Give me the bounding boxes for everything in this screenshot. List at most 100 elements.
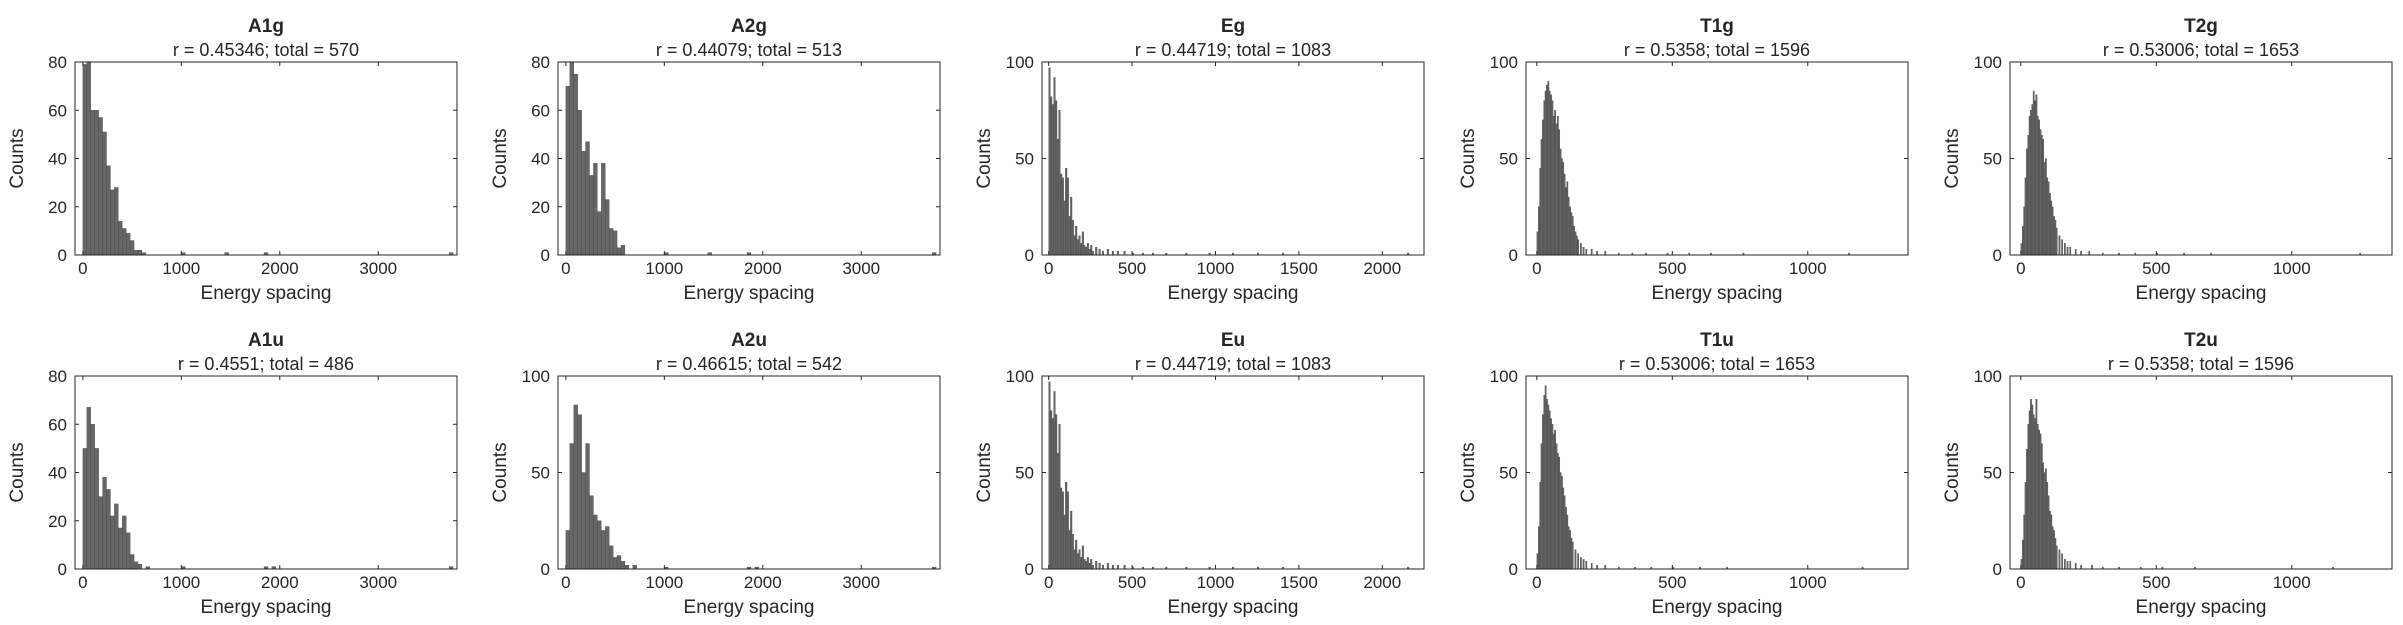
y-tick-label: 100 — [1006, 53, 1034, 72]
y-tick-label: 100 — [1006, 367, 1034, 386]
chart-subtitle: r = 0.5358; total = 1596 — [2108, 354, 2294, 374]
histogram-bar — [2045, 468, 2047, 570]
histogram-bars — [82, 407, 454, 570]
histogram-bar — [1580, 243, 1582, 256]
histogram-bar — [1083, 559, 1086, 570]
histogram-bar — [1546, 399, 1548, 570]
histogram-bar — [1056, 139, 1059, 256]
histogram-bar — [1101, 250, 1104, 256]
histogram-bar — [1596, 564, 1598, 570]
histogram-bar — [2038, 429, 2040, 570]
y-tick-label: 60 — [48, 415, 67, 434]
histogram-bar — [1061, 177, 1064, 256]
histogram-bar — [1552, 115, 1555, 256]
histogram-bar — [110, 515, 115, 570]
histogram-bar — [1090, 559, 1093, 570]
histogram-bar — [1580, 557, 1582, 570]
histogram-bar — [1569, 206, 1571, 256]
histogram-bar — [2053, 530, 2055, 570]
histogram-bar — [1574, 549, 1577, 570]
histogram-bars — [565, 404, 937, 570]
histogram-bar — [86, 407, 91, 570]
histogram-bar — [137, 250, 143, 256]
histogram-bar — [1585, 561, 1588, 570]
histogram-bar — [2058, 549, 2061, 570]
subplot-a2g: 0 1000 2000 3000 0 20 40 60 80 A2g r = 0.44079; to… — [490, 16, 941, 304]
histogram-bar — [569, 443, 574, 570]
chart-subtitle: r = 0.53006; total = 1653 — [1619, 354, 1815, 374]
x-tick-label: 500 — [2142, 573, 2170, 592]
histogram-bar — [1542, 119, 1544, 256]
axes-box — [1041, 61, 1425, 256]
y-tick-label: 60 — [48, 101, 67, 120]
x-tick-label: 3000 — [842, 259, 880, 278]
histogram-bar — [2061, 239, 2063, 256]
histogram-bar — [1542, 414, 1544, 570]
histogram-bar — [2046, 481, 2049, 570]
x-tick-label: 0 — [1532, 259, 1541, 278]
histogram-bar — [1056, 453, 1059, 570]
y-axis-label: Counts — [490, 442, 511, 502]
y-tick-label: 0 — [541, 246, 550, 265]
histogram-bar — [609, 228, 614, 256]
histogram-bar — [1554, 110, 1556, 256]
histogram-bar — [597, 520, 602, 570]
histogram-bar — [2024, 177, 2027, 256]
chart-subtitle: r = 0.53006; total = 1653 — [2103, 40, 2299, 60]
histogram-bar — [2054, 537, 2057, 570]
chart-title: T1u — [1700, 330, 1734, 351]
y-tick-label: 40 — [48, 464, 67, 483]
histogram-bar — [1561, 476, 1563, 570]
histogram-bar — [102, 477, 107, 570]
histogram-bar — [2031, 104, 2034, 256]
histogram-bar — [1071, 220, 1074, 256]
histogram-bar — [2074, 249, 2077, 256]
histogram-bar — [2088, 250, 2091, 256]
x-tick-label: 0 — [78, 259, 87, 278]
histogram-bar — [1116, 564, 1119, 570]
histogram-bar — [1550, 418, 1552, 570]
histogram-bar — [565, 530, 570, 570]
histogram-bar — [1566, 514, 1569, 570]
chart-subtitle: r = 0.46615; total = 542 — [656, 354, 842, 374]
x-axis-label: Energy spacing — [1652, 283, 1783, 304]
subplot-t2g: 0 500 1000 0 50 100 T2g r = 0.53006; total = 16… — [1942, 16, 2393, 304]
chart-subtitle: r = 0.44719; total = 1083 — [1135, 40, 1331, 60]
histogram-bar — [1081, 231, 1084, 256]
histogram-bar — [1544, 385, 1547, 570]
histogram-bar — [2038, 119, 2040, 256]
histogram-bar — [1123, 564, 1126, 570]
x-tick-label: 3000 — [359, 573, 397, 592]
histogram-bar — [593, 163, 598, 256]
subplot-t1g: 0 500 1000 0 50 100 T1g r = 0.5358; total = 159… — [1458, 16, 1909, 304]
histogram-bar — [2069, 561, 2072, 570]
histogram-bar — [1106, 563, 1109, 570]
histogram-bar — [1091, 250, 1094, 256]
chart-subtitle: r = 0.4551; total = 486 — [178, 354, 354, 374]
histogram-bar — [1569, 530, 1571, 570]
chart-title: A1u — [248, 330, 284, 351]
histogram-bar — [1562, 162, 1565, 256]
histogram-bar — [2047, 181, 2050, 256]
histogram-bar — [2058, 235, 2061, 256]
x-tick-label: 0 — [2016, 573, 2025, 592]
histogram-bar — [612, 557, 618, 570]
y-tick-label: 0 — [58, 246, 67, 265]
histogram-bar — [1567, 196, 1570, 256]
y-tick-label: 100 — [1490, 53, 1518, 72]
chart-title: A1g — [248, 16, 284, 37]
histogram-bar — [1070, 196, 1073, 256]
histogram-bar — [118, 527, 123, 570]
histogram-bar — [2069, 247, 2072, 256]
histogram-bar — [1590, 249, 1593, 256]
chart-subtitle: r = 0.44719; total = 1083 — [1135, 354, 1331, 374]
histogram-bars — [2020, 399, 2334, 570]
histogram-bar — [1551, 100, 1554, 256]
histogram-bar — [126, 532, 131, 570]
histogram-bar — [2061, 553, 2063, 570]
y-tick-label: 50 — [1499, 150, 1518, 169]
histogram-bar — [2034, 418, 2036, 570]
histogram-bar — [2028, 115, 2031, 256]
histogram-bar — [1055, 100, 1058, 256]
